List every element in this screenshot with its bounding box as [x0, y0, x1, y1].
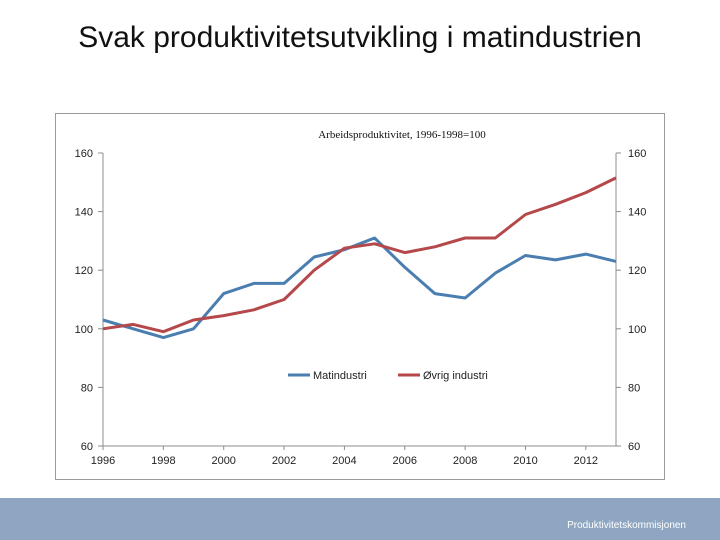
- y-tick-label-left: 120: [75, 265, 93, 277]
- y-tick-label-right: 60: [628, 441, 640, 453]
- x-tick-label: 2006: [393, 455, 417, 467]
- x-tick-label: 2012: [574, 455, 598, 467]
- footer-label: Produktivitetskommisjonen: [567, 520, 686, 531]
- x-tick-label: 1996: [91, 455, 115, 467]
- y-tick-label-right: 140: [628, 207, 646, 219]
- y-tick-label-left: 140: [75, 207, 93, 219]
- footer-bar: [0, 498, 720, 540]
- y-tick-label-right: 100: [628, 324, 646, 336]
- x-tick-label: 1998: [151, 455, 175, 467]
- chart-legend: Matindustri Øvrig industri: [288, 370, 488, 382]
- y-tick-label-left: 160: [75, 148, 93, 160]
- y-tick-label-left: 100: [75, 324, 93, 336]
- series-layer: [102, 176, 617, 340]
- x-tick-label: 2008: [453, 455, 477, 467]
- x-tick-label: 2010: [513, 455, 537, 467]
- slide-title: Svak produktivitetsutvikling i matindust…: [78, 21, 642, 54]
- axes-layer: 60 60 80 80 100 100 120 120 140 140 160 160 1996 1998…: [75, 148, 647, 467]
- y-tick-label-left: 60: [81, 441, 93, 453]
- y-tick-label-right: 80: [628, 382, 640, 394]
- x-tick-label: 2000: [211, 455, 235, 467]
- legend-label: Øvrig industri: [423, 370, 488, 382]
- series-line-ovrig-industri: [102, 176, 617, 334]
- y-tick-label-right: 160: [628, 148, 646, 160]
- y-tick-label-right: 120: [628, 265, 646, 277]
- x-tick-label: 2004: [332, 455, 356, 467]
- x-tick-label: 2002: [272, 455, 296, 467]
- y-tick-label-left: 80: [81, 382, 93, 394]
- chart-frame: [55, 113, 665, 480]
- legend-label: Matindustri: [313, 370, 367, 382]
- series-line-matindustri: [102, 236, 617, 340]
- chart-title: Arbeidsproduktivitet, 1996-1998=100: [318, 129, 486, 141]
